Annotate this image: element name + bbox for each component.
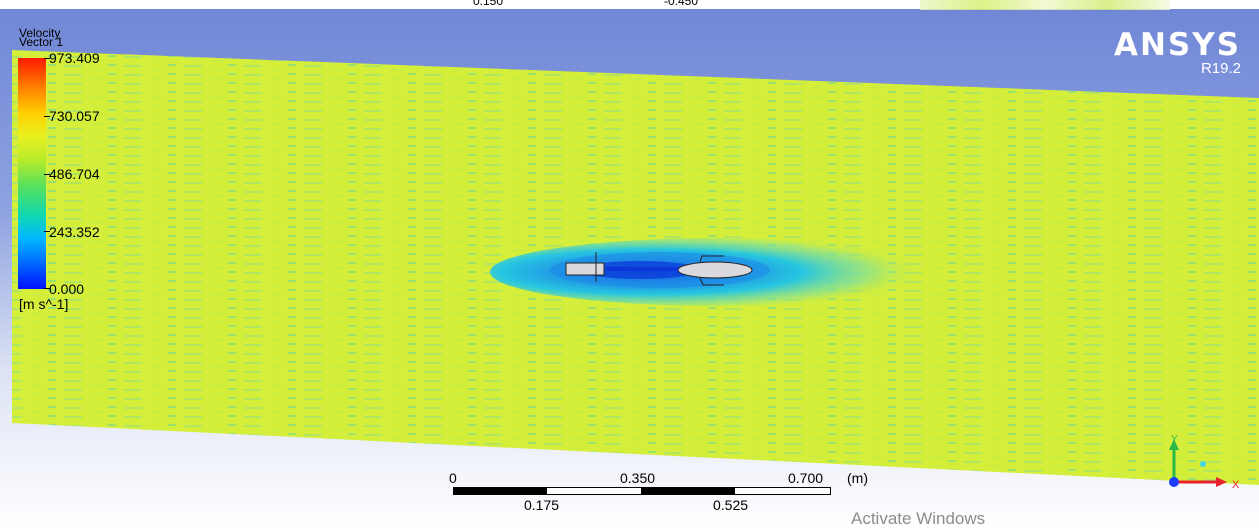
- y-axis-label: Y: [1171, 434, 1178, 445]
- scale-bar: [453, 487, 831, 495]
- legend-value: 486.704: [49, 166, 100, 182]
- legend-min-value: 0.000: [49, 281, 85, 297]
- scale-bar-segment: [735, 488, 830, 494]
- brand-version: R19.2: [1200, 60, 1241, 77]
- legend-max-value: 973.409: [49, 50, 100, 66]
- legend-unit: [m s^-1]: [19, 296, 69, 312]
- color-bar: [18, 58, 46, 289]
- legend-value: 243.352: [49, 224, 100, 240]
- scale-label: 0.525: [713, 497, 749, 513]
- scale-label: 0.175: [524, 497, 560, 513]
- view-indicator-dot: [1200, 461, 1206, 467]
- scale-label: 0: [449, 470, 457, 486]
- x-axis-label: X: [1232, 479, 1240, 491]
- scale-label: 0.350: [620, 470, 656, 486]
- activate-windows-watermark: Activate Windows: [851, 509, 986, 528]
- scale-bar-segment: [454, 488, 547, 494]
- legend-subtitle: Vector 1: [19, 35, 64, 49]
- scale-bar-segment: [547, 488, 641, 494]
- scale-unit: (m): [847, 470, 868, 486]
- color-bar-tick: [44, 231, 50, 232]
- auv-body: [565, 252, 753, 286]
- x-arrowhead: [1216, 477, 1227, 487]
- color-bar-tick: [44, 174, 50, 175]
- y-arrowhead: [1169, 439, 1179, 450]
- partial-contour-strip: [920, 0, 1170, 10]
- top-strip: 0.150 -0.450: [0, 0, 1259, 10]
- legend-title: Velocity: [19, 26, 61, 40]
- color-bar-tick: [44, 58, 50, 59]
- brand-name: ANSYS: [1113, 27, 1241, 63]
- color-bar-tick: [44, 116, 50, 117]
- axis-triad: Y X: [1169, 434, 1240, 491]
- scale-label: 0.700: [788, 470, 824, 486]
- scale-bar-segment: [641, 488, 735, 494]
- top-axis-label: -0.450: [664, 0, 699, 8]
- ansys-logo: ANSYS R19.2: [1114, 30, 1241, 77]
- top-axis-label: 0.150: [473, 0, 504, 8]
- legend-value: 730.057: [49, 108, 100, 124]
- color-bar-tick: [44, 288, 50, 289]
- z-axis-dot: [1169, 477, 1179, 487]
